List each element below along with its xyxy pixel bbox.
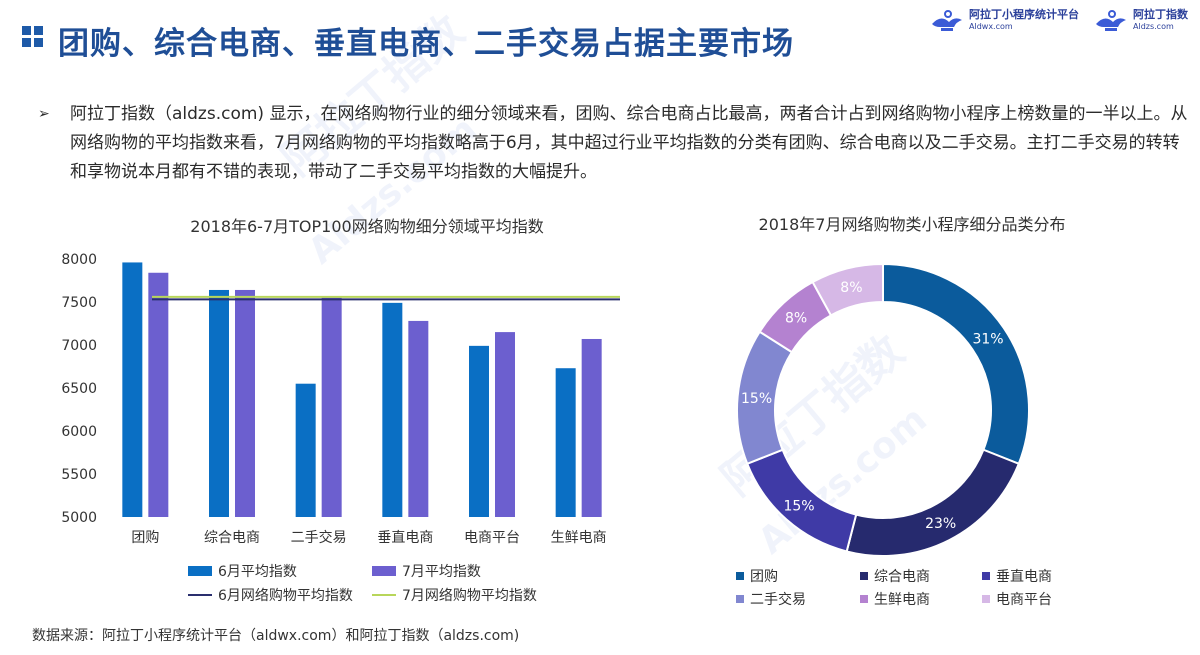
legend-label: 7月平均指数 [402, 564, 481, 580]
legend-label: 生鲜电商 [874, 592, 930, 608]
donut-labels: 31% 23% 15% 15% 8% 8% [741, 280, 1004, 532]
grid-icon [22, 26, 44, 48]
legend-swatch [860, 572, 868, 580]
y-tick-label: 6500 [61, 381, 97, 397]
donut-slice [811, 262, 884, 317]
logo-aldwx: 阿拉丁小程序统计平台 Aldwx.com [929, 8, 1079, 34]
y-tick-label: 5000 [61, 510, 97, 526]
slice-label: 23% [925, 516, 956, 532]
slice-label: 31% [972, 332, 1003, 348]
legend-label: 6月网络购物平均指数 [218, 588, 353, 604]
legend-label: 综合电商 [874, 569, 930, 585]
slice-label: 8% [785, 310, 807, 326]
donut-chart: 2018年7月网络购物类小程序细分品类分布 31% 23% 15% 15% 8% 8% 团… [736, 215, 1066, 608]
brand-logos: 阿拉丁小程序统计平台 Aldwx.com 阿拉丁指数 Aldzs.com [929, 8, 1188, 34]
donut-slice [882, 262, 1030, 466]
x-tick-label: 生鲜电商 [551, 530, 607, 546]
bar-june [295, 383, 316, 517]
legend-label: 二手交易 [750, 591, 806, 608]
legend-swatch [982, 572, 990, 580]
legend-swatch [372, 566, 396, 576]
logo-url: Aldwx.com [969, 22, 1013, 31]
bar-july [495, 332, 515, 517]
page-title: 团购、综合电商、垂直电商、二手交易占据主要市场 [58, 26, 794, 62]
bar-chart: 2018年6-7月TOP100网络购物细分领域平均指数 5000 5500 6000… [61, 217, 620, 604]
y-tick-label: 8000 [61, 252, 97, 268]
x-tick-label: 电商平台 [464, 530, 520, 546]
legend-swatch [736, 572, 744, 580]
logo-name: 阿拉丁指数 [1133, 8, 1188, 21]
x-axis: 团购 综合电商 二手交易 垂直电商 电商平台 生鲜电商 [131, 529, 606, 546]
bar-july [321, 297, 342, 517]
chart-legend: 6月平均指数 7月平均指数 6月网络购物平均指数 7月网络购物平均指数 [188, 564, 537, 604]
bar-june [555, 368, 576, 517]
legend-swatch [188, 566, 212, 576]
logo-name: 阿拉丁小程序统计平台 [969, 8, 1079, 21]
chart-title: 2018年7月网络购物类小程序细分品类分布 [759, 215, 1066, 234]
summary-text: 阿拉丁指数（aldzs.com) 显示，在网络购物行业的细分领域来看，团购、综合… [70, 104, 1188, 182]
arrow-bullet-icon: ➢ [38, 106, 50, 122]
bar-july [235, 289, 255, 517]
y-axis: 5000 5500 6000 6500 7000 7500 8000 [61, 252, 97, 526]
aladdin-lamp-icon [932, 10, 962, 31]
donut-slice [845, 448, 1021, 557]
slice-label: 8% [840, 280, 862, 296]
legend-swatch [860, 595, 868, 603]
bar-july [581, 338, 602, 517]
aladdin-lamp-icon [1096, 10, 1126, 31]
legend-label: 7月网络购物平均指数 [402, 588, 537, 604]
bar-july [408, 320, 429, 517]
data-source-note: 数据来源：阿拉丁小程序统计平台（aldwx.com）和阿拉丁指数（aldzs.c… [32, 628, 520, 644]
summary-paragraph: ➢ 阿拉丁指数（aldzs.com) 显示，在网络购物行业的细分领域来看，团购、… [38, 100, 1188, 187]
bar-june [209, 289, 229, 517]
y-tick-label: 7500 [61, 295, 97, 311]
legend-swatch [736, 595, 744, 603]
logo-aldzs: 阿拉丁指数 Aldzs.com [1093, 8, 1188, 34]
y-tick-label: 7000 [61, 338, 97, 354]
donut-slices [736, 262, 1030, 557]
legend-label: 6月平均指数 [218, 564, 297, 580]
legend-label: 团购 [750, 569, 778, 585]
x-tick-label: 垂直电商 [377, 529, 433, 546]
legend-swatch [982, 595, 990, 603]
plot-area [122, 262, 620, 517]
bar-july [148, 272, 169, 517]
bar-june [122, 262, 143, 517]
logo-url: Aldzs.com [1133, 22, 1174, 31]
x-tick-label: 团购 [131, 530, 159, 546]
bar-june [469, 345, 489, 517]
x-tick-label: 二手交易 [291, 529, 347, 546]
legend-label: 垂直电商 [996, 568, 1052, 585]
slice-label: 15% [741, 391, 772, 407]
legend-label: 电商平台 [996, 592, 1052, 608]
chart-title: 2018年6-7月TOP100网络购物细分领域平均指数 [190, 217, 543, 236]
bar-june [382, 302, 403, 517]
x-tick-label: 综合电商 [204, 530, 260, 546]
y-tick-label: 6000 [61, 424, 97, 440]
slice-label: 15% [783, 498, 814, 514]
y-tick-label: 5500 [61, 467, 97, 483]
